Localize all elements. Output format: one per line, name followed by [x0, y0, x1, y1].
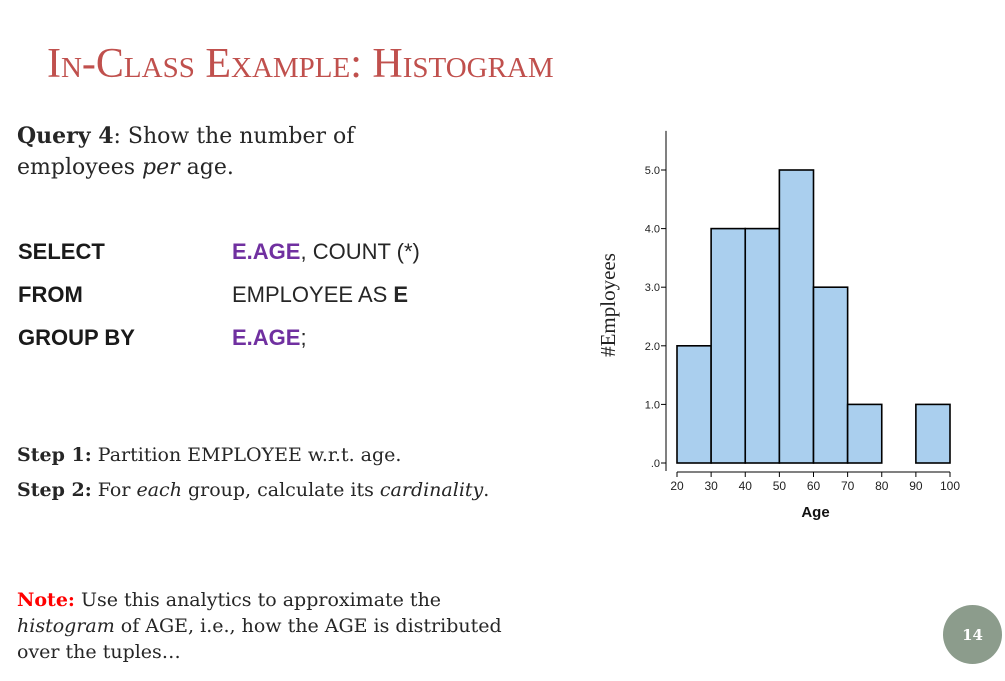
x-tick-label: 70	[841, 479, 855, 493]
step-2-label: Step 2:	[17, 479, 92, 501]
step-2-text-before: For	[91, 479, 137, 501]
step-2-text-after: .	[483, 479, 490, 501]
step-2: Step 2: For each group, calculate its ca…	[17, 477, 517, 503]
page-number-badge: 14	[943, 605, 1002, 664]
x-tick-label: 40	[739, 479, 753, 493]
note-text-before: Use this analytics to approximate the	[74, 589, 442, 611]
x-tick-label: 100	[940, 479, 960, 493]
y-tick-label: 4.0	[645, 224, 660, 236]
step-2-text-em2: cardinality	[379, 479, 484, 501]
step-2-text-em1: each	[136, 479, 182, 501]
query-description: Query 4: Show the number of employees pe…	[17, 121, 417, 183]
x-tick-label: 20	[670, 479, 684, 493]
sql-group-end: ;	[300, 325, 307, 350]
sql-select-row: SELECT E.AGE, COUNT (*)	[18, 234, 420, 277]
step-1-text: Partition EMPLOYEE w.r.t. age.	[91, 444, 402, 466]
y-tick-label: 5.0	[645, 165, 660, 177]
sql-from-row: FROM EMPLOYEE AS E	[18, 277, 420, 320]
sql-code-block: SELECT E.AGE, COUNT (*) FROM EMPLOYEE AS E…	[18, 234, 420, 363]
x-tick-label: 50	[773, 479, 787, 493]
note-text-after: of AGE, i.e., how the AGE is distributed…	[17, 615, 502, 663]
sql-group-row: GROUP BY E.AGE;	[18, 320, 420, 363]
sql-from-table: EMPLOYEE AS	[232, 282, 394, 307]
y-tick-label: 1.0	[645, 399, 660, 411]
step-1: Step 1: Partition EMPLOYEE w.r.t. age.	[17, 442, 517, 468]
histogram-bar	[846, 403, 883, 464]
sql-select-rest: , COUNT (*)	[300, 239, 420, 264]
query-text-em: per	[142, 155, 180, 180]
sql-from-keyword: FROM	[18, 282, 83, 307]
sql-select-attribute: E.AGE	[232, 239, 301, 264]
histogram-bar	[778, 169, 815, 464]
slide-title: In-Class Example: Histogram	[47, 41, 554, 87]
note-label: Note:	[17, 589, 75, 611]
histogram-bar	[915, 403, 951, 464]
sql-group-attribute: E.AGE	[232, 325, 301, 350]
page-number: 14	[962, 625, 983, 644]
y-axis-label: #Employees	[596, 253, 620, 357]
histogram-bar	[710, 227, 747, 464]
y-tick-label: 2.0	[645, 341, 660, 353]
histogram-bar	[676, 345, 712, 464]
x-tick-label: 80	[875, 479, 889, 493]
histogram-bar	[812, 286, 849, 464]
step-2-text-mid: group, calculate its	[181, 479, 380, 501]
note-text-em: histogram	[17, 615, 115, 637]
query-text-before: : Show the number of employees	[17, 124, 355, 180]
histogram-chart: .0 1.0 2.0 3.0 4.0 5.0 20 30 40 50 60 70 80 90 100 Age #…	[596, 130, 960, 521]
note-block: Note: Use this analytics to approximate …	[17, 587, 537, 665]
sql-select-keyword: SELECT	[18, 239, 105, 264]
step-1-label: Step 1:	[17, 444, 92, 466]
histogram-bar	[744, 227, 781, 464]
x-tick-label: 30	[704, 479, 718, 493]
y-tick-label: .0	[651, 458, 660, 470]
query-label: Query 4	[17, 123, 114, 149]
sql-group-keyword: GROUP BY	[18, 325, 135, 350]
x-tick-label: 60	[807, 479, 821, 493]
y-tick-label: 3.0	[645, 282, 660, 294]
query-text-after: age.	[179, 155, 234, 180]
x-axis-label: Age	[801, 504, 829, 521]
steps-block: Step 1: Partition EMPLOYEE w.r.t. age. S…	[17, 442, 517, 512]
sql-from-alias: E	[393, 282, 409, 307]
x-tick-label: 90	[909, 479, 923, 493]
